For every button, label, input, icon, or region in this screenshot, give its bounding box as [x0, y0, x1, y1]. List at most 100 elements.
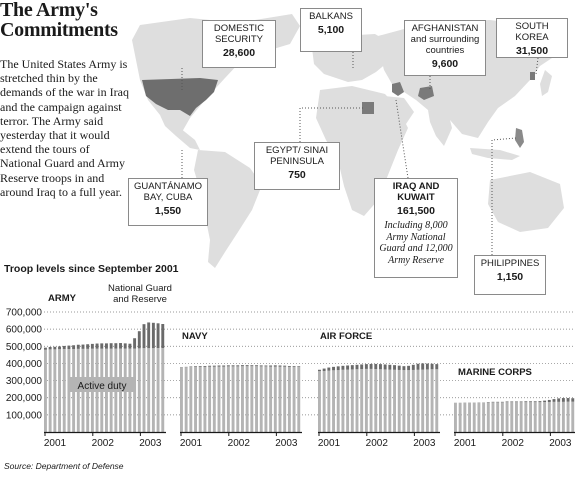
- bar-active-duty: [571, 401, 575, 432]
- bar-active-duty: [259, 366, 263, 432]
- x-tick-label: 2003: [549, 438, 572, 449]
- y-tick-label: 200,000: [6, 393, 43, 404]
- bar-active-duty: [515, 402, 518, 432]
- leader-lines: [181, 52, 539, 255]
- bar-guard-reserve: [259, 365, 263, 367]
- bar-guard-reserve: [557, 398, 561, 402]
- bar-active-duty: [547, 402, 551, 432]
- bar-guard-reserve: [222, 365, 226, 367]
- land-korea: [530, 72, 535, 80]
- bar-active-duty: [226, 366, 230, 432]
- land-arabia: [384, 96, 414, 124]
- bar-guard-reserve: [287, 366, 291, 367]
- bar-guard-reserve: [510, 401, 514, 403]
- bar-guard-reserve: [332, 366, 335, 371]
- bar-guard-reserve: [133, 338, 137, 349]
- bar-guard-reserve: [189, 366, 193, 368]
- troop-levels-chart: Troop levels since September 2001 700,00…: [4, 263, 575, 449]
- bar-guard-reserve: [519, 401, 523, 403]
- bar-active-duty: [142, 348, 146, 432]
- callout-value: 1,550: [154, 205, 182, 217]
- bar-guard-reserve: [297, 366, 301, 367]
- bar-active-duty: [533, 402, 537, 432]
- bar-guard-reserve: [491, 401, 495, 403]
- bar-active-duty: [463, 402, 467, 432]
- callout-value: 1,150: [496, 271, 524, 283]
- bar-active-duty: [500, 402, 504, 432]
- bar-active-duty: [161, 348, 165, 432]
- bar-guard-reserve: [425, 363, 429, 370]
- callout-value: 5,100: [317, 24, 345, 36]
- bar-guard-reserve: [123, 343, 127, 349]
- bar-active-duty: [184, 367, 188, 432]
- bar-active-duty: [510, 402, 514, 432]
- bar-guard-reserve: [552, 399, 556, 402]
- x-tick-label: 2002: [502, 438, 525, 449]
- bar-guard-reserve: [142, 324, 146, 349]
- bar-guard-reserve: [137, 331, 141, 349]
- bar-active-duty: [273, 366, 277, 432]
- callout-label: IRAQ AND KUWAIT: [392, 181, 440, 203]
- bar-active-duty: [486, 402, 490, 432]
- bar-guard-reserve: [100, 343, 104, 349]
- land-central-america: [160, 115, 200, 150]
- bar-active-duty: [482, 402, 486, 432]
- bar-guard-reserve: [147, 322, 151, 349]
- bar-guard-reserve: [264, 365, 268, 367]
- bar-guard-reserve: [416, 363, 420, 370]
- bar-guard-reserve: [515, 401, 518, 403]
- bar-guard-reserve: [53, 346, 57, 350]
- bar-guard-reserve: [105, 343, 108, 349]
- land-india: [428, 110, 452, 146]
- callout-south-korea: SOUTH KOREA 31,500: [496, 18, 568, 58]
- x-tick-label: 2003: [139, 438, 162, 449]
- bar-guard-reserve: [81, 344, 85, 349]
- bar-guard-reserve: [156, 323, 160, 348]
- callout-label: SOUTH KOREA: [515, 21, 549, 43]
- bar-guard-reserve: [411, 364, 415, 370]
- bar-active-duty: [472, 402, 476, 432]
- bar-active-duty: [543, 402, 547, 432]
- callout-guantanamo: GUANTÁNAMO BAY, CUBA 1,550: [128, 178, 208, 226]
- panel-label: NAVY: [182, 331, 208, 342]
- bar-active-duty: [318, 371, 321, 432]
- bar-guard-reserve: [62, 345, 66, 350]
- land-south-america: [194, 150, 262, 268]
- bar-guard-reserve: [496, 401, 500, 403]
- bar-guard-reserve: [217, 365, 221, 367]
- bar-active-duty: [156, 348, 160, 432]
- bar-guard-reserve: [341, 365, 345, 370]
- bar-active-duty: [48, 349, 52, 432]
- bar-active-duty: [297, 366, 301, 432]
- bar-active-duty: [393, 369, 396, 432]
- bar-guard-reserve: [86, 344, 90, 349]
- bar-active-duty: [496, 402, 500, 432]
- bar-active-duty: [332, 370, 335, 432]
- leader-philippines: [491, 137, 517, 255]
- y-tick-label: 300,000: [6, 376, 43, 387]
- bar-guard-reserve: [95, 343, 99, 349]
- bar-guard-reserve: [226, 365, 230, 367]
- bar-guard-reserve: [58, 346, 61, 350]
- bar-guard-reserve: [322, 368, 326, 371]
- y-tick-label: 100,000: [6, 410, 43, 421]
- bar-active-duty: [194, 366, 197, 432]
- bar-guard-reserve: [393, 365, 396, 370]
- bar-active-duty: [524, 402, 528, 432]
- x-tick-label: 2002: [228, 438, 251, 449]
- bar-active-duty: [458, 402, 462, 432]
- bar-active-duty: [425, 369, 429, 432]
- y-axis: 700,000 600,000 500,000 400,000 300,000 200,0…: [6, 308, 575, 421]
- bar-active-duty: [407, 370, 411, 432]
- bar-guard-reserve: [327, 367, 331, 371]
- bar-active-duty: [269, 366, 273, 432]
- land-africa: [316, 86, 408, 216]
- bar-guard-reserve: [208, 365, 212, 367]
- bar-guard-reserve: [278, 365, 282, 367]
- callout-label: DOMESTIC SECURITY: [213, 23, 265, 45]
- bar-active-duty: [287, 366, 291, 432]
- y-tick-label: 500,000: [6, 342, 43, 353]
- bar-guard-reserve: [283, 365, 287, 367]
- callout-value: 750: [288, 169, 306, 181]
